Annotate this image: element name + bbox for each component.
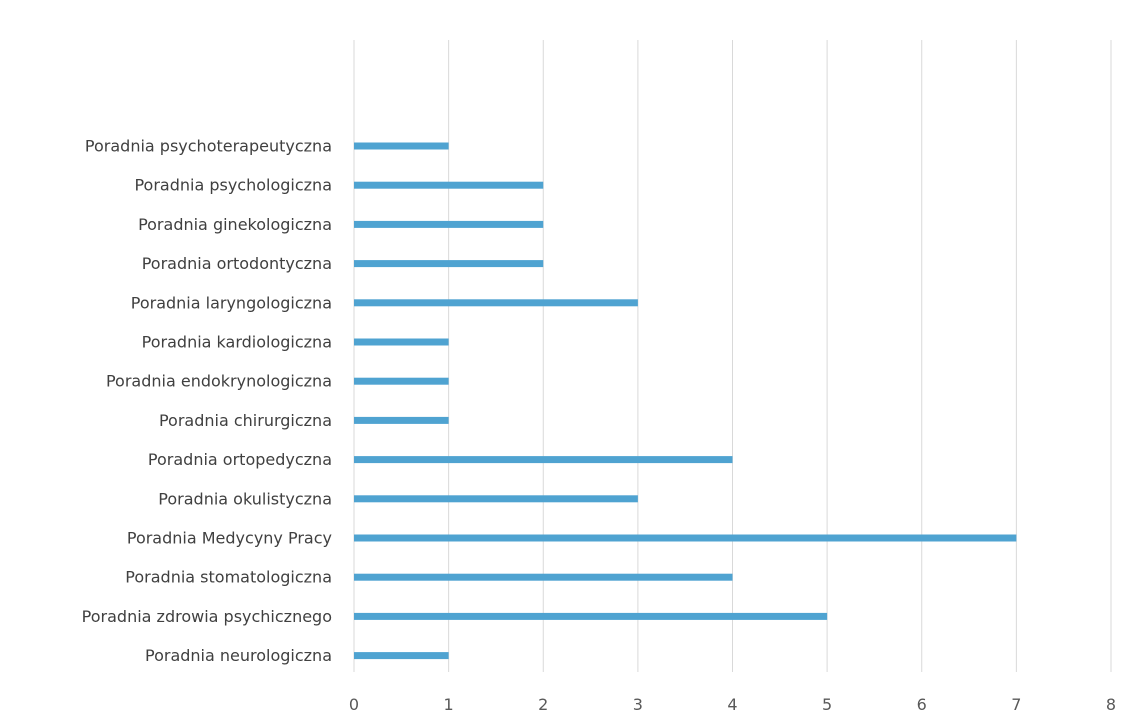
category-label: Poradnia laryngologiczna xyxy=(131,293,332,312)
category-label: Poradnia ginekologiczna xyxy=(138,215,332,234)
x-tick-label: 7 xyxy=(1011,695,1021,714)
bar xyxy=(354,456,733,464)
bar xyxy=(354,612,828,620)
bar xyxy=(354,495,638,503)
category-label: Poradnia Medycyny Pracy xyxy=(127,529,332,548)
category-label: Poradnia stomatologiczna xyxy=(125,568,332,587)
category-label: Poradnia ortodontyczna xyxy=(142,254,332,273)
category-label: Poradnia neurologiczna xyxy=(145,646,332,665)
x-tick-label: 5 xyxy=(822,695,832,714)
category-label: Poradnia psychoterapeutyczna xyxy=(85,137,332,156)
category-label: Poradnia kardiologiczna xyxy=(142,333,332,352)
category-label: Poradnia ortopedyczna xyxy=(148,450,332,469)
category-labels: Poradnia psychoterapeutyczna Poradnia psy… xyxy=(82,137,332,666)
bar xyxy=(354,220,544,228)
bar xyxy=(354,299,638,307)
bar xyxy=(354,652,449,660)
category-label: Poradnia okulistyczna xyxy=(158,489,332,508)
x-tick-label: 4 xyxy=(727,695,737,714)
x-tick-label: 0 xyxy=(349,695,359,714)
category-label: Poradnia endokrynologiczna xyxy=(106,372,332,391)
bar xyxy=(354,260,544,268)
bar xyxy=(354,377,449,385)
x-tick-label: 3 xyxy=(633,695,643,714)
category-label: Poradnia zdrowia psychicznego xyxy=(82,607,332,626)
bar xyxy=(354,534,1017,542)
bars xyxy=(354,142,1017,660)
x-tick-label: 2 xyxy=(538,695,548,714)
category-label: Poradnia chirurgiczna xyxy=(159,411,332,430)
x-tick-label: 1 xyxy=(444,695,454,714)
bar xyxy=(354,573,733,581)
category-label: Poradnia psychologiczna xyxy=(134,176,332,195)
x-tick-label: 6 xyxy=(917,695,927,714)
x-tick-label: 8 xyxy=(1106,695,1116,714)
bar xyxy=(354,181,544,189)
bar xyxy=(354,338,449,346)
bar xyxy=(354,142,449,150)
x-tick-labels: 0 1 2 3 4 5 6 7 8 xyxy=(349,695,1116,714)
bar xyxy=(354,416,449,424)
